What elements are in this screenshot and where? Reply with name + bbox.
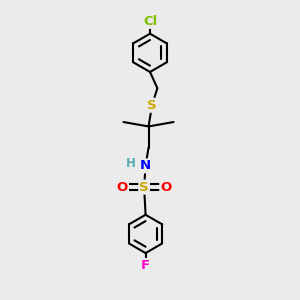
Text: O: O (160, 181, 172, 194)
Text: O: O (117, 181, 128, 194)
Text: S: S (139, 181, 149, 194)
Text: F: F (141, 259, 150, 272)
Text: N: N (140, 159, 151, 172)
Text: S: S (147, 99, 157, 112)
Text: Cl: Cl (143, 15, 157, 28)
Text: H: H (126, 157, 136, 170)
